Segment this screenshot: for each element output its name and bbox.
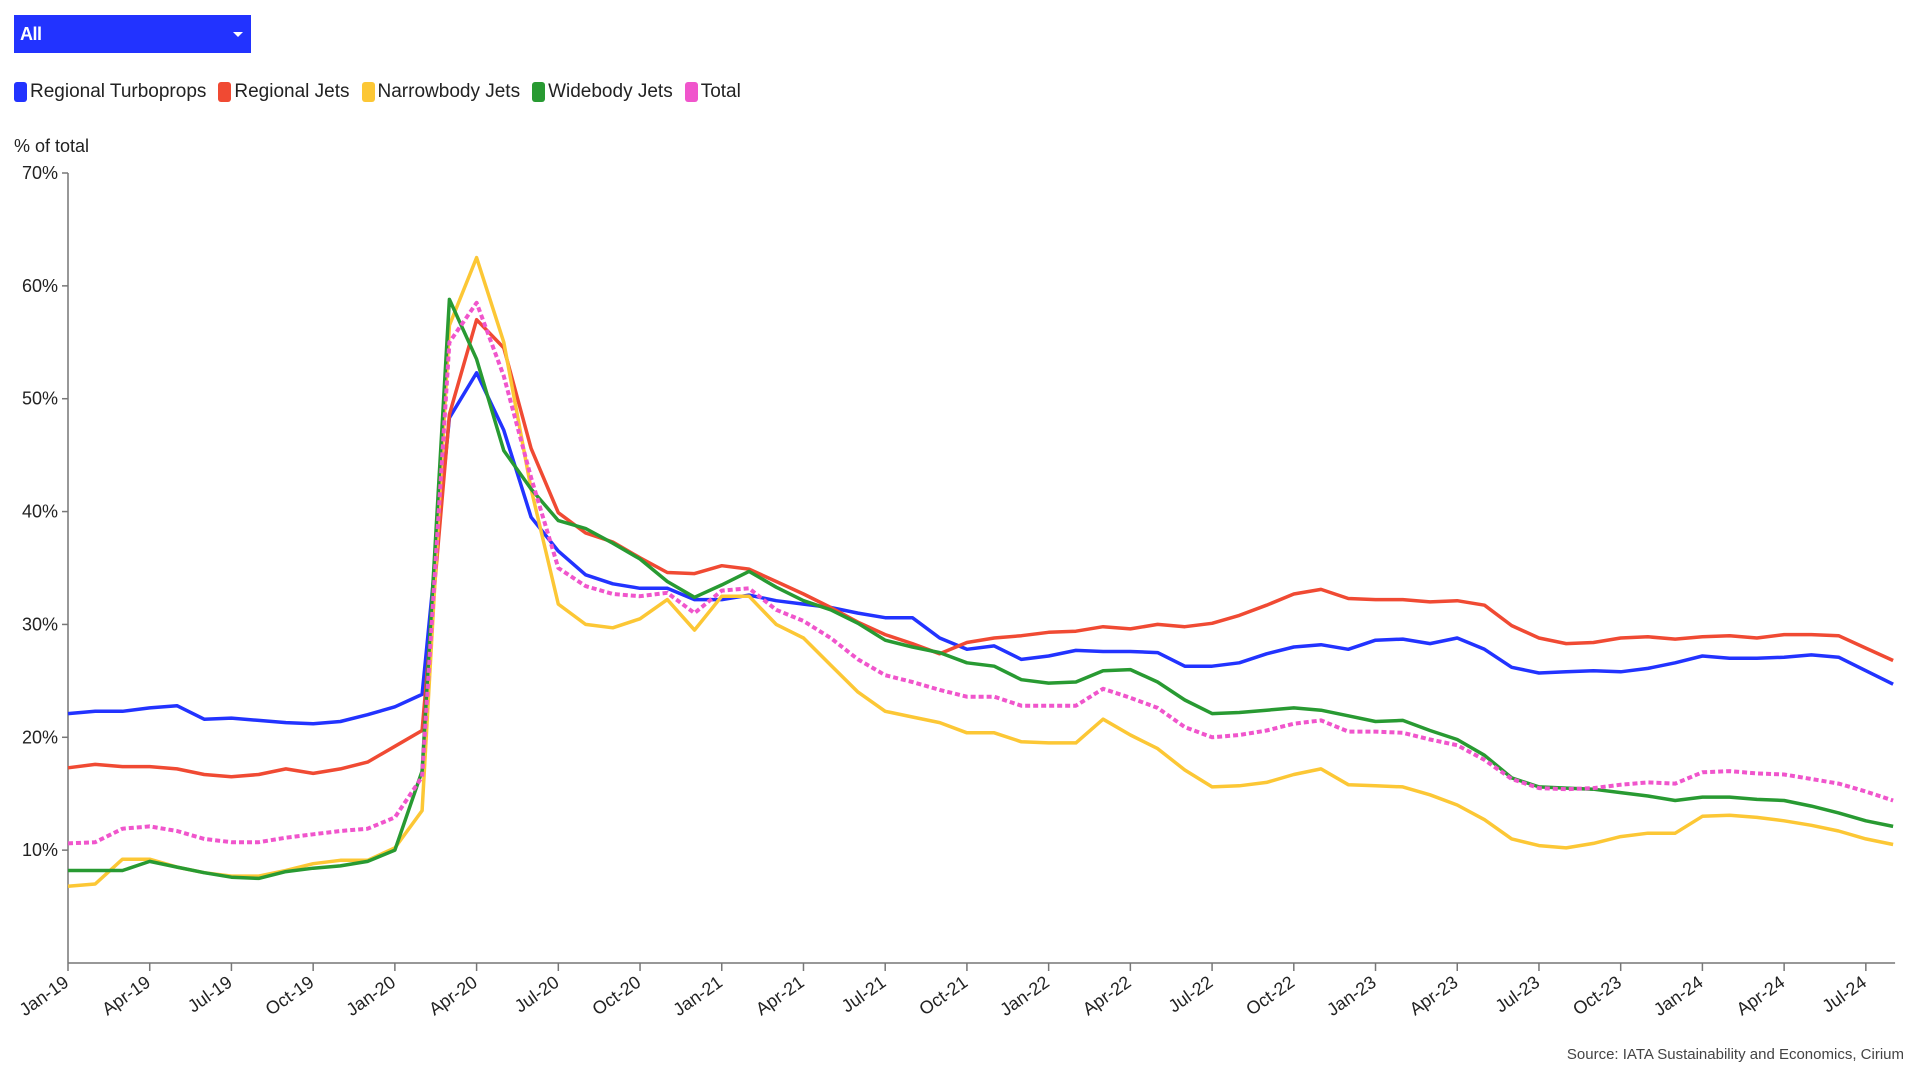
x-tick-label: Apr-19 xyxy=(98,972,154,1019)
legend-swatch xyxy=(532,82,546,102)
legend-label: Widebody Jets xyxy=(548,81,673,102)
legend-label: Regional Turboprops xyxy=(30,81,207,102)
legend-item-total[interactable]: Total xyxy=(684,81,741,103)
y-tick-label: 20% xyxy=(22,727,58,747)
legend-item-narrowbody-jets[interactable]: Narrowbody Jets xyxy=(361,81,521,103)
y-tick-label: 10% xyxy=(22,840,58,860)
series-line-regional-jets xyxy=(67,317,1894,779)
x-tick-label: Jan-20 xyxy=(343,972,400,1020)
y-axis-title: % of total xyxy=(14,136,90,156)
dropdown-selected-value: All xyxy=(20,24,42,44)
x-tick-label: Apr-22 xyxy=(1079,972,1135,1019)
y-tick-label: 60% xyxy=(22,276,58,296)
x-tick-label: Oct-22 xyxy=(1242,972,1298,1019)
legend-swatch xyxy=(684,82,698,102)
legend-label: Total xyxy=(700,81,741,102)
x-tick-label: Oct-23 xyxy=(1569,972,1625,1019)
x-tick-label: Jan-21 xyxy=(669,972,726,1020)
legend-label: Regional Jets xyxy=(234,81,350,102)
x-tick-label: Oct-20 xyxy=(589,972,645,1019)
source-note: Source: IATA Sustainability and Economic… xyxy=(1566,1046,1904,1063)
category-filter-dropdown[interactable]: All xyxy=(14,15,251,53)
x-tick-label: Oct-19 xyxy=(262,972,318,1019)
series-line-regional-turboprops xyxy=(67,371,1894,726)
y-tick-label: 40% xyxy=(22,502,58,522)
legend-item-regional-jets[interactable]: Regional Jets xyxy=(218,81,350,103)
legend-item-widebody-jets[interactable]: Widebody Jets xyxy=(532,81,673,103)
x-tick-label: Jul-23 xyxy=(1492,972,1544,1017)
x-tick-label: Jan-19 xyxy=(16,972,73,1020)
y-tick-label: 50% xyxy=(22,389,58,409)
chart-legend: Regional Turboprops Regional Jets Narrow… xyxy=(14,81,741,103)
x-tick-label: Apr-20 xyxy=(425,972,481,1019)
x-tick-label: Apr-24 xyxy=(1733,972,1789,1019)
legend-label: Narrowbody Jets xyxy=(377,81,521,102)
x-tick-label: Oct-21 xyxy=(915,972,971,1019)
legend-item-regional-turboprops[interactable]: Regional Turboprops xyxy=(14,81,206,103)
x-tick-label: Apr-21 xyxy=(752,972,808,1019)
caret-down-icon xyxy=(233,32,243,37)
series-line-total xyxy=(67,300,1894,846)
x-tick-label: Jul-22 xyxy=(1165,972,1217,1017)
x-tick-label: Jan-23 xyxy=(1323,972,1380,1020)
x-tick-label: Jul-19 xyxy=(184,972,236,1017)
x-tick-label: Jan-22 xyxy=(996,972,1053,1020)
y-tick-label: 30% xyxy=(22,614,58,634)
x-tick-label: Apr-23 xyxy=(1406,972,1462,1019)
x-tick-label: Jan-24 xyxy=(1650,972,1707,1020)
x-tick-label: Jul-24 xyxy=(1818,972,1870,1017)
series-line-widebody-jets xyxy=(68,297,1894,881)
legend-swatch xyxy=(14,82,27,102)
legend-swatch xyxy=(218,82,232,102)
x-tick-label: Jul-21 xyxy=(838,972,890,1017)
legend-swatch xyxy=(361,82,375,102)
x-tick-label: Jul-20 xyxy=(511,972,563,1017)
y-tick-label: 70% xyxy=(22,163,58,183)
